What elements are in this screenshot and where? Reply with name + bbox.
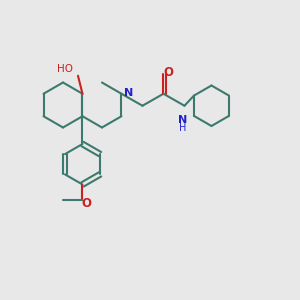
Text: N: N xyxy=(178,116,188,125)
Text: O: O xyxy=(164,66,174,79)
Text: HO: HO xyxy=(57,64,74,74)
Text: O: O xyxy=(81,196,91,210)
Text: H: H xyxy=(179,123,187,133)
Text: N: N xyxy=(124,88,133,98)
